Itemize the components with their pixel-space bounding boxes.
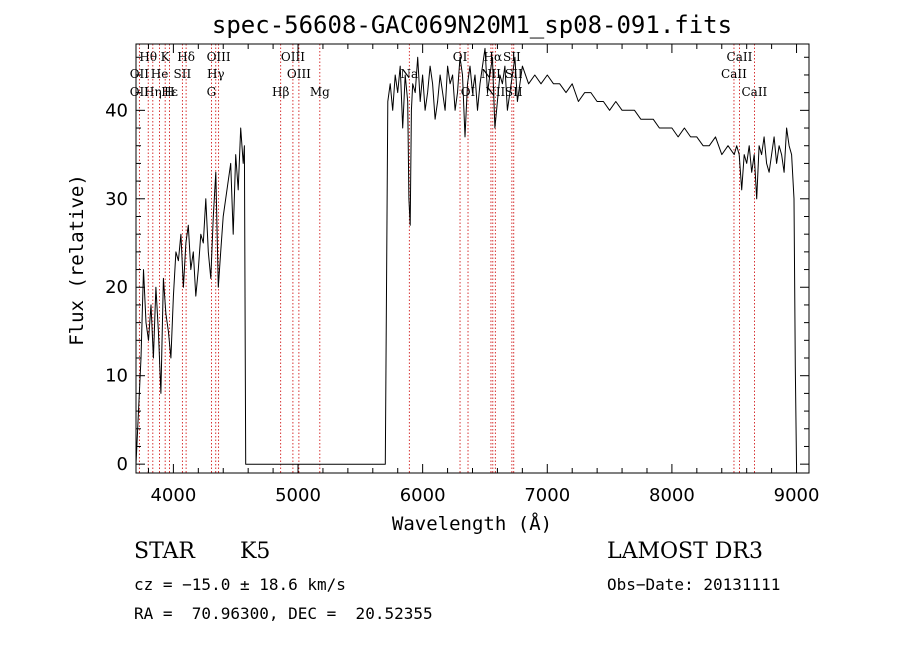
plot-frame <box>135 43 810 474</box>
line-label: OIII <box>207 50 231 64</box>
line-label: OII <box>130 67 150 81</box>
x-tick-label: 8000 <box>649 485 695 506</box>
line-label: Hε <box>161 85 178 99</box>
y-tick-label: 20 <box>105 277 128 298</box>
line-label: Hη <box>144 85 162 99</box>
line-label: OIII <box>281 50 305 64</box>
y-axis-ticks: 0 10 20 30 40 <box>105 56 809 475</box>
line-label: CaII <box>721 67 747 81</box>
line-label: NII <box>485 85 505 99</box>
x-axis-ticks: 4000 5000 6000 7000 8000 9000 <box>147 44 820 506</box>
line-label: CaII <box>727 50 753 64</box>
object-subclass: K5 <box>240 539 271 564</box>
line-label: G <box>207 85 217 99</box>
survey-name: LAMOST DR3 <box>607 539 763 564</box>
x-axis-label: Wavelength (Å) <box>392 512 552 535</box>
line-label: SII <box>503 50 521 64</box>
line-label: He <box>151 67 169 81</box>
obs-date: Obs−Date: 20131111 <box>607 575 781 594</box>
x-tick-label: 7000 <box>524 485 570 506</box>
x-tick-label: 5000 <box>275 485 321 506</box>
spectrum-series <box>135 47 797 465</box>
line-label: Hβ <box>272 85 289 99</box>
spectrum-chart: spec-56608-GAC069N20M1_sp08-091.fits Hθ K… <box>66 11 820 535</box>
x-tick-label: 6000 <box>400 485 446 506</box>
line-label: Hθ <box>139 50 157 64</box>
line-label: K <box>161 50 171 64</box>
line-label: SII <box>505 67 523 81</box>
line-label: OIII <box>287 67 311 81</box>
line-label: Hδ <box>177 50 195 64</box>
y-tick-label: 0 <box>117 454 128 475</box>
line-label: Na <box>400 67 418 81</box>
line-label: Hγ <box>207 67 225 81</box>
y-tick-label: 30 <box>105 189 128 210</box>
object-class: STAR <box>134 539 195 564</box>
line-label: Mg <box>310 85 330 99</box>
series-line-spectrum <box>135 47 797 465</box>
line-label: H <box>164 85 174 99</box>
y-tick-label: 40 <box>105 100 128 121</box>
y-axis-label: Flux (relative) <box>66 174 88 346</box>
chart-title: spec-56608-GAC069N20M1_sp08-091.fits <box>212 11 732 39</box>
line-label: SII <box>174 67 192 81</box>
line-label: OII <box>130 85 150 99</box>
y-tick-label: 10 <box>105 366 128 387</box>
line-label: SII <box>505 85 523 99</box>
line-label: CaII <box>741 85 767 99</box>
redshift-cz: cz = −15.0 ± 18.6 km/s <box>134 575 346 594</box>
ra-dec: RA = 70.96300, DEC = 20.52355 <box>134 604 433 623</box>
line-label: Hα <box>484 50 503 64</box>
emission-line-markers <box>138 44 755 473</box>
x-tick-label: 4000 <box>150 485 196 506</box>
x-tick-label: 9000 <box>774 485 820 506</box>
